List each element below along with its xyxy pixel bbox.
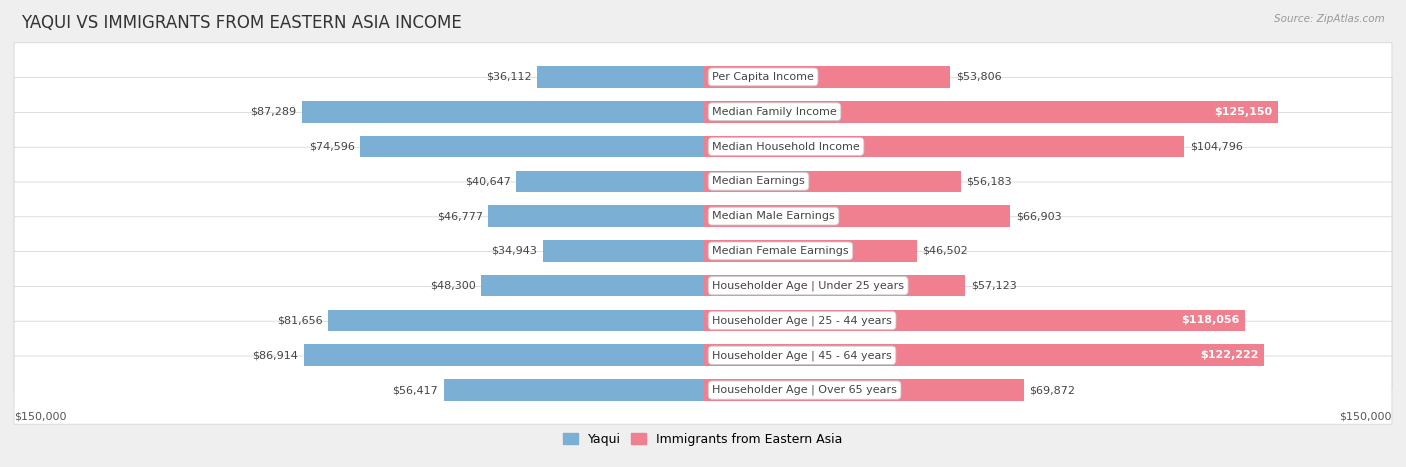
Text: $81,656: $81,656 <box>277 316 322 325</box>
Text: Median Female Earnings: Median Female Earnings <box>713 246 849 256</box>
Text: $69,872: $69,872 <box>1029 385 1076 395</box>
Bar <box>703 310 1246 331</box>
Bar <box>302 101 703 122</box>
Text: $48,300: $48,300 <box>430 281 475 290</box>
Text: $86,914: $86,914 <box>253 350 298 360</box>
Bar <box>444 379 703 401</box>
Text: $56,183: $56,183 <box>966 177 1012 186</box>
Text: $118,056: $118,056 <box>1181 316 1240 325</box>
Bar <box>516 170 703 192</box>
Text: $74,596: $74,596 <box>309 142 354 151</box>
Text: $66,903: $66,903 <box>1015 211 1062 221</box>
Bar <box>703 275 966 297</box>
Text: $34,943: $34,943 <box>491 246 537 256</box>
Text: $46,502: $46,502 <box>922 246 967 256</box>
FancyBboxPatch shape <box>14 147 1392 215</box>
Bar <box>703 101 1278 122</box>
Text: YAQUI VS IMMIGRANTS FROM EASTERN ASIA INCOME: YAQUI VS IMMIGRANTS FROM EASTERN ASIA IN… <box>21 14 461 32</box>
Text: $150,000: $150,000 <box>14 411 66 422</box>
Text: Householder Age | Under 25 years: Householder Age | Under 25 years <box>713 281 904 291</box>
Bar <box>481 275 703 297</box>
Bar <box>488 205 703 227</box>
Bar <box>703 66 950 88</box>
Text: $57,123: $57,123 <box>972 281 1017 290</box>
FancyBboxPatch shape <box>14 43 1392 111</box>
FancyBboxPatch shape <box>14 252 1392 320</box>
Bar <box>703 136 1184 157</box>
FancyBboxPatch shape <box>14 286 1392 354</box>
Legend: Yaqui, Immigrants from Eastern Asia: Yaqui, Immigrants from Eastern Asia <box>558 428 848 451</box>
Text: $36,112: $36,112 <box>486 72 531 82</box>
FancyBboxPatch shape <box>14 113 1392 181</box>
Bar <box>703 240 917 262</box>
Text: $56,417: $56,417 <box>392 385 439 395</box>
Text: $122,222: $122,222 <box>1201 350 1258 360</box>
Bar <box>304 345 703 366</box>
Text: Householder Age | Over 65 years: Householder Age | Over 65 years <box>713 385 897 396</box>
Text: Median Earnings: Median Earnings <box>713 177 806 186</box>
Text: Source: ZipAtlas.com: Source: ZipAtlas.com <box>1274 14 1385 24</box>
Text: $125,150: $125,150 <box>1215 107 1272 117</box>
Bar <box>703 205 1011 227</box>
Text: $53,806: $53,806 <box>956 72 1001 82</box>
Bar <box>703 379 1024 401</box>
Bar <box>543 240 703 262</box>
Text: $46,777: $46,777 <box>437 211 482 221</box>
Text: $87,289: $87,289 <box>250 107 297 117</box>
FancyBboxPatch shape <box>14 78 1392 146</box>
Text: $150,000: $150,000 <box>1340 411 1392 422</box>
FancyBboxPatch shape <box>14 182 1392 250</box>
FancyBboxPatch shape <box>14 217 1392 285</box>
Text: $40,647: $40,647 <box>465 177 510 186</box>
Bar <box>328 310 703 331</box>
Bar <box>703 170 962 192</box>
FancyBboxPatch shape <box>14 321 1392 389</box>
Text: Median Family Income: Median Family Income <box>713 107 837 117</box>
Text: Per Capita Income: Per Capita Income <box>713 72 814 82</box>
Bar <box>537 66 703 88</box>
Text: Householder Age | 45 - 64 years: Householder Age | 45 - 64 years <box>713 350 891 361</box>
FancyBboxPatch shape <box>14 356 1392 424</box>
Text: $104,796: $104,796 <box>1189 142 1243 151</box>
Text: Median Household Income: Median Household Income <box>713 142 860 151</box>
Bar <box>360 136 703 157</box>
Text: Householder Age | 25 - 44 years: Householder Age | 25 - 44 years <box>713 315 891 326</box>
Text: Median Male Earnings: Median Male Earnings <box>713 211 835 221</box>
Bar <box>703 345 1264 366</box>
